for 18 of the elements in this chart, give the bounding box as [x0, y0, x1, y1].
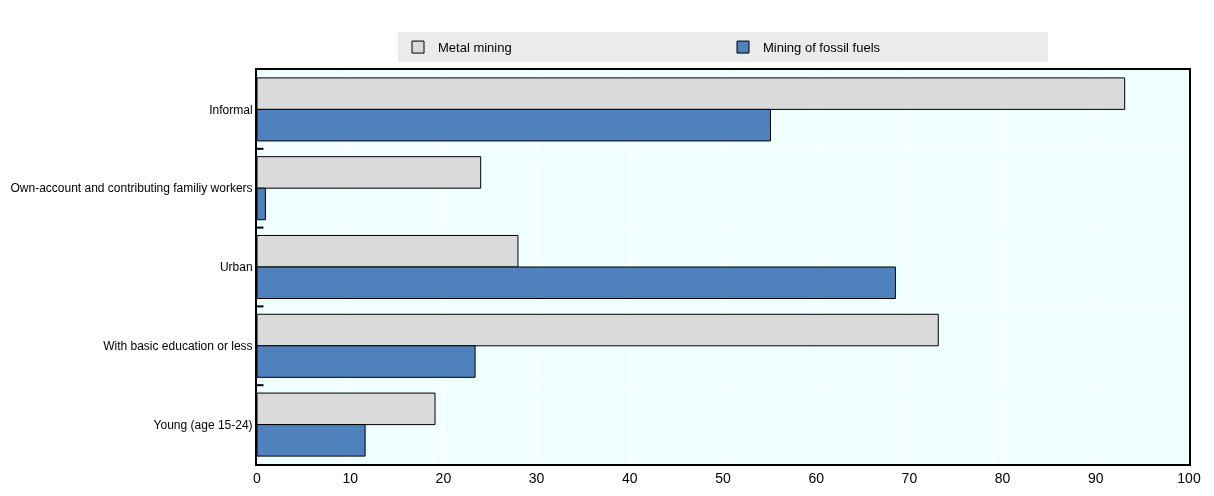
y-tick-label: Young (age 15-24) — [153, 417, 253, 432]
x-tick-label: 0 — [253, 469, 262, 486]
y-tick-label: With basic education or less — [103, 339, 253, 353]
x-tick-label: 80 — [994, 469, 1011, 486]
x-tick-label: 20 — [435, 469, 452, 486]
x-tick-label: 30 — [528, 469, 545, 486]
legend-label: Metal mining — [438, 40, 512, 56]
y-tick-label: Own-account and contributing familiy workers — [10, 181, 253, 196]
x-tick-label: 40 — [622, 469, 638, 486]
x-tick-label: 90 — [1088, 469, 1104, 486]
x-tick-label: 100 — [1177, 469, 1201, 486]
y-tick-label: Urban — [219, 260, 253, 275]
y-tick-label: Informal — [209, 102, 253, 117]
x-tick-label: 50 — [715, 469, 731, 486]
legend-label: Mining of fossil fuels — [763, 40, 881, 56]
x-tick-label: 70 — [901, 469, 918, 486]
x-tick-label: 60 — [808, 469, 825, 486]
x-tick-label: 10 — [342, 469, 359, 486]
